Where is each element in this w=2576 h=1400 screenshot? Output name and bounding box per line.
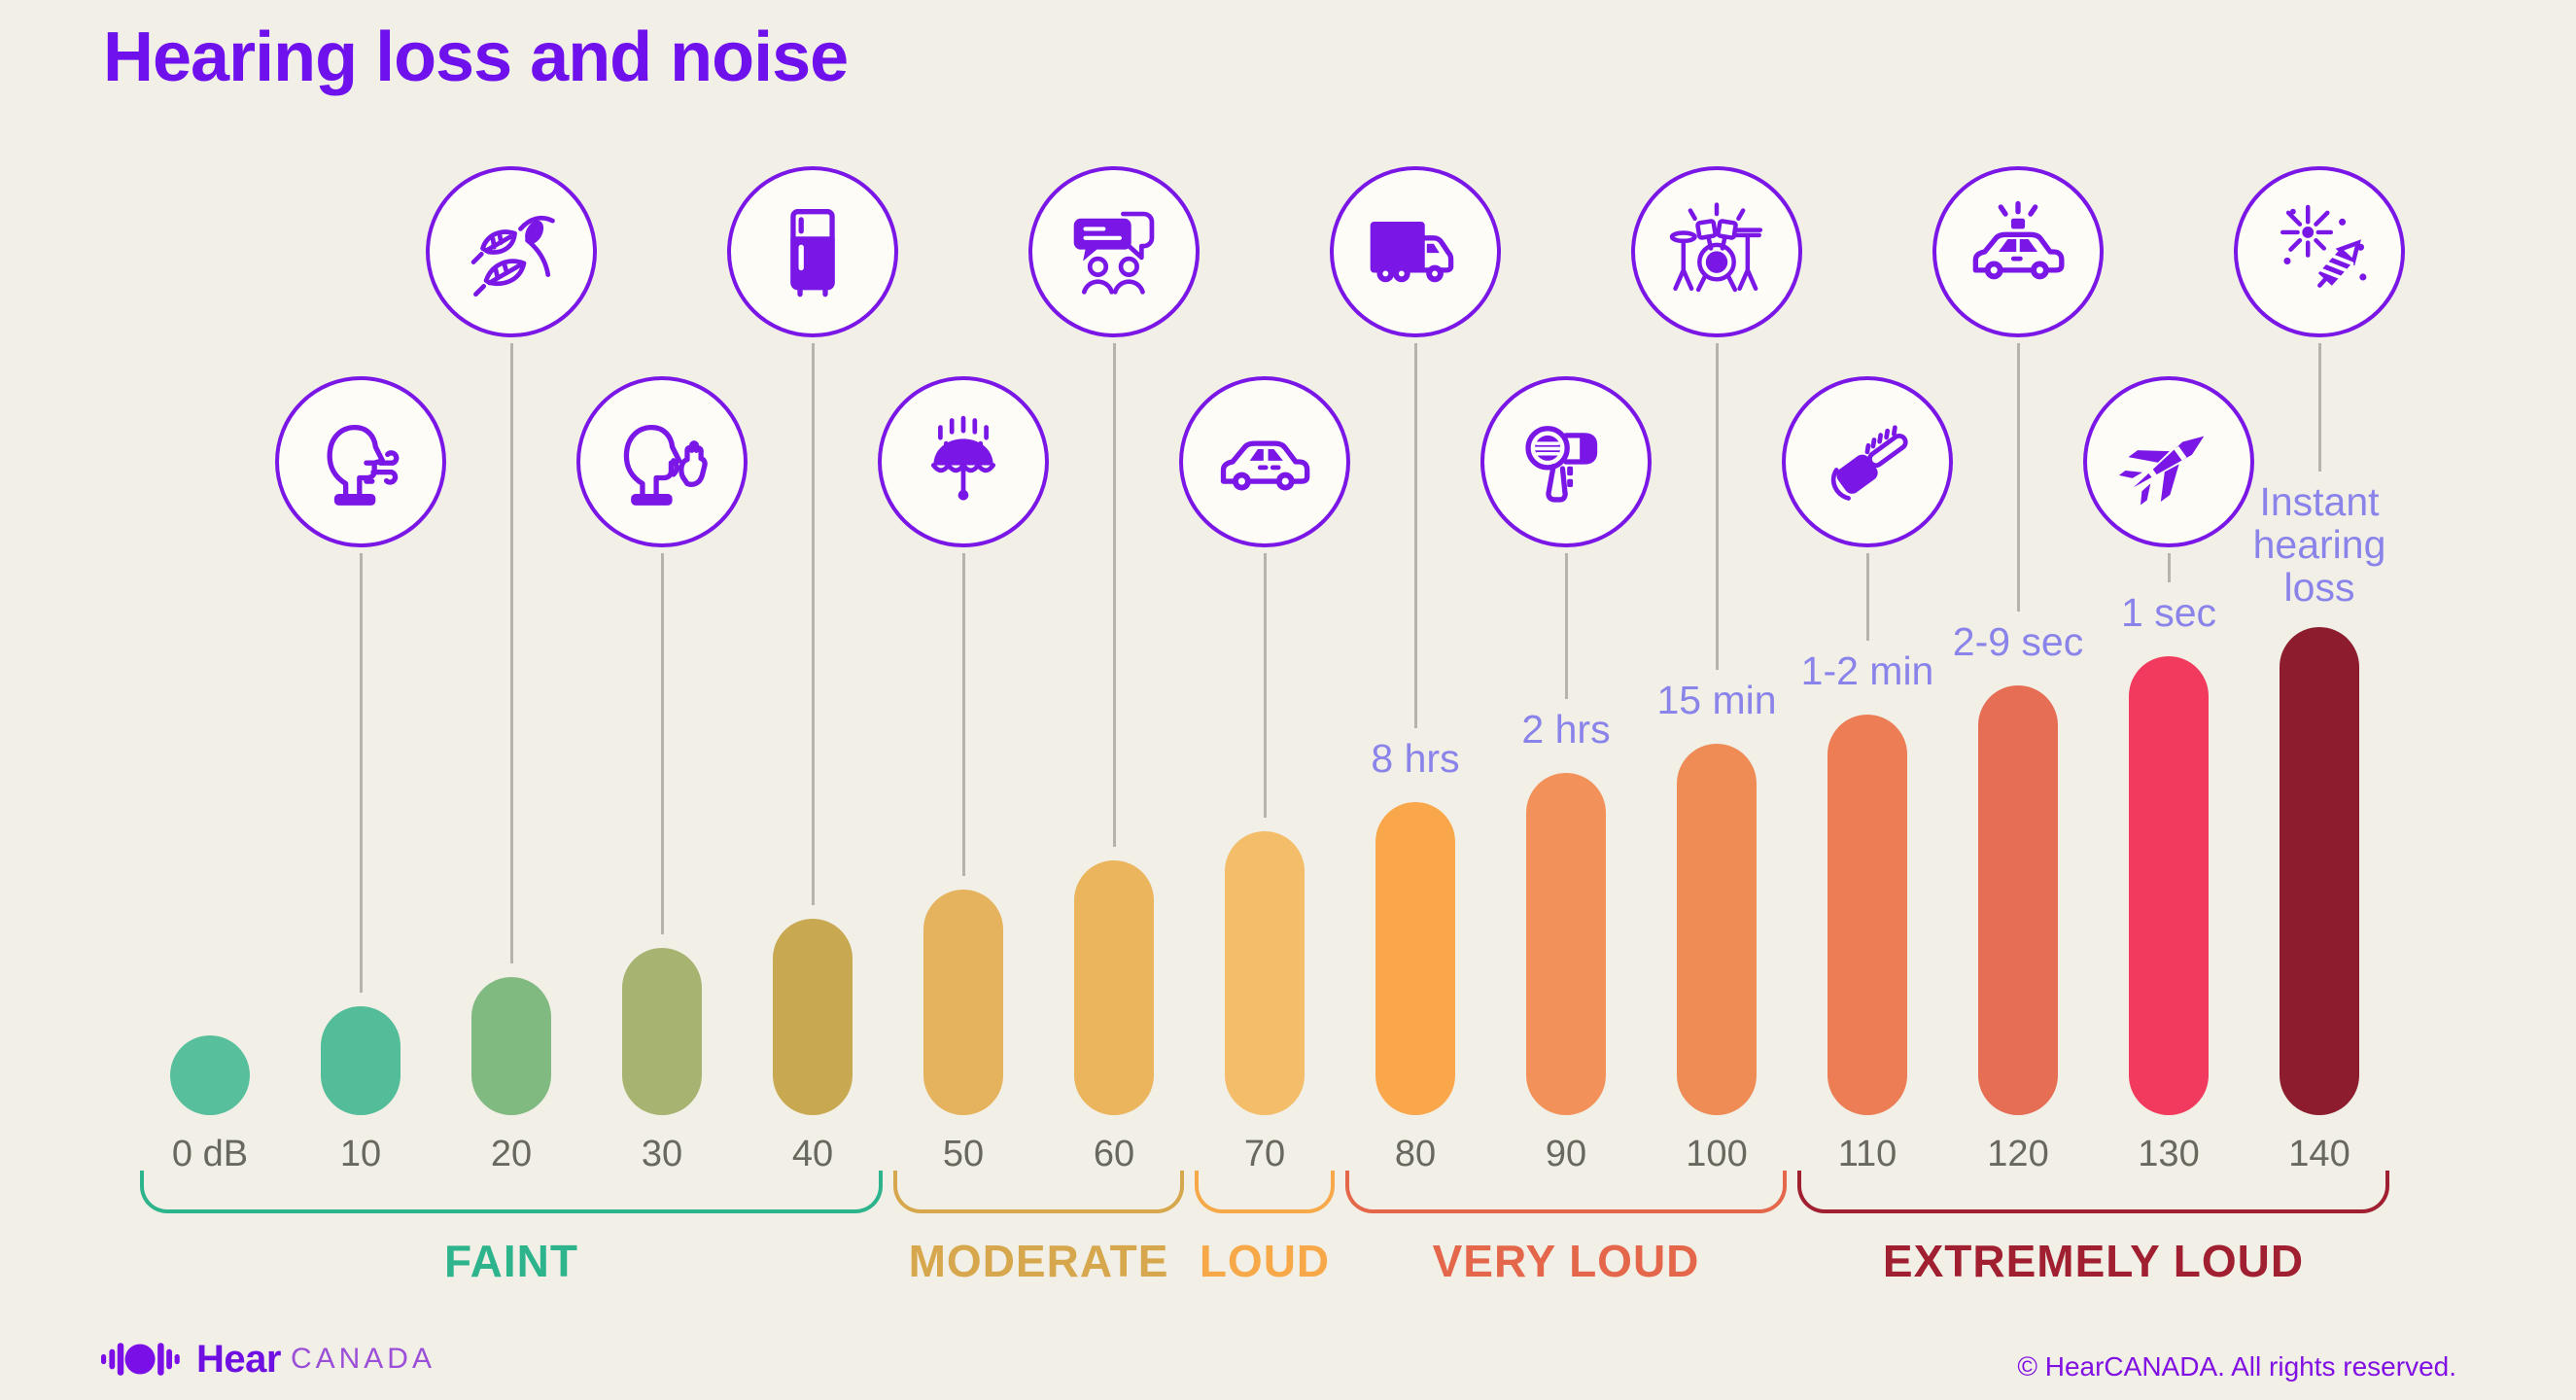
db-axis-label-100: 100 <box>1686 1134 1748 1174</box>
whispering-person-icon <box>623 424 708 506</box>
range-bracket-faint <box>140 1171 883 1213</box>
connector-line <box>1564 553 1568 699</box>
db-bar-70 <box>1225 831 1305 1115</box>
db-bar-80 <box>1375 802 1455 1115</box>
connector-line <box>2016 343 2020 612</box>
sound-source-badge-60 <box>1028 166 1200 337</box>
rainfall-umbrella-icon <box>930 415 996 501</box>
exposure-label-110: 1-2 min <box>1800 648 1934 693</box>
db-axis-label-110: 110 <box>1837 1134 1897 1174</box>
car-icon <box>1220 440 1310 491</box>
page-title: Hearing loss and noise <box>103 18 849 96</box>
sound-source-badge-100 <box>1631 166 1802 337</box>
connector-line <box>660 553 664 934</box>
db-bar-60 <box>1074 860 1154 1115</box>
sound-source-badge-10 <box>275 376 446 547</box>
sound-source-badge-20 <box>426 166 597 337</box>
refrigerator-icon <box>790 209 835 298</box>
db-axis-label-130: 130 <box>2138 1134 2200 1174</box>
db-bar-120 <box>1978 685 2058 1115</box>
chainsaw-icon <box>1830 425 1908 501</box>
db-axis-label-20: 20 <box>490 1134 533 1174</box>
db-bar-110 <box>1828 715 1907 1115</box>
db-axis-label-60: 60 <box>1093 1134 1135 1174</box>
connector-line <box>2167 553 2171 582</box>
range-label-faint: FAINT <box>444 1236 578 1286</box>
logo-text-hear: Hear <box>196 1337 281 1381</box>
db-bar-10 <box>321 1006 400 1115</box>
connector-line <box>1715 343 1719 670</box>
soundwave-icon <box>101 1343 180 1376</box>
breathing-person-icon <box>327 424 400 506</box>
db-bar-30 <box>622 948 702 1115</box>
drum-kit-icon <box>1669 202 1763 293</box>
db-axis-label-70: 70 <box>1243 1134 1286 1174</box>
exposure-label-100: 15 min <box>1656 678 1777 722</box>
range-bracket-very-loud <box>1345 1171 1787 1213</box>
db-bar-90 <box>1526 773 1606 1115</box>
rustling-leaves-icon <box>470 216 555 298</box>
sound-source-badge-30 <box>576 376 748 547</box>
range-bracket-loud <box>1195 1171 1335 1213</box>
range-label-extremely-loud: EXTREMELY LOUD <box>1882 1236 2305 1286</box>
db-axis-label-0: 0 dB <box>171 1134 249 1174</box>
exposure-label-130: 1 sec <box>2121 590 2216 635</box>
connector-line <box>1413 343 1417 728</box>
db-axis-label-80: 80 <box>1394 1134 1437 1174</box>
connector-line <box>1263 553 1267 818</box>
db-bar-20 <box>471 977 551 1115</box>
connector-line <box>811 343 815 905</box>
sound-source-badge-80 <box>1330 166 1501 337</box>
police-car-icon <box>1972 200 2065 280</box>
exposure-label-140: Instant hearing loss <box>2252 479 2386 610</box>
copyright-text: © HearCANADA. All rights reserved. <box>2017 1351 2456 1382</box>
range-label-loud: LOUD <box>1199 1236 1331 1286</box>
sound-source-badge-110 <box>1782 376 1953 547</box>
sound-source-badge-90 <box>1480 376 1652 547</box>
db-axis-label-50: 50 <box>942 1134 985 1174</box>
connector-line <box>1112 343 1116 847</box>
range-label-very-loud: VERY LOUD <box>1432 1236 1700 1286</box>
connector-line <box>2317 343 2321 472</box>
connector-line <box>961 553 965 876</box>
sound-source-badge-50 <box>878 376 1049 547</box>
db-axis-label-120: 120 <box>1987 1134 2049 1174</box>
conversation-icon <box>1073 211 1155 295</box>
exposure-label-120: 2-9 sec <box>1952 619 2084 664</box>
connector-line <box>1865 553 1869 641</box>
sound-source-badge-130 <box>2083 376 2254 547</box>
range-bracket-moderate <box>893 1171 1184 1213</box>
sound-source-badge-140 <box>2234 166 2405 337</box>
db-axis-label-90: 90 <box>1545 1134 1587 1174</box>
hair-dryer-icon <box>1525 426 1598 503</box>
fighter-jet-icon <box>2118 436 2205 506</box>
connector-line <box>509 343 513 963</box>
db-axis-label-140: 140 <box>2288 1134 2350 1174</box>
logo-text-canada: CANADA <box>290 1343 435 1375</box>
exposure-label-80: 8 hrs <box>1371 736 1460 781</box>
sound-source-badge-70 <box>1179 376 1350 547</box>
sound-source-badge-40 <box>727 166 898 337</box>
db-bar-140 <box>2280 627 2359 1115</box>
fireworks-icon <box>2280 204 2367 288</box>
db-bar-100 <box>1677 744 1757 1115</box>
range-bracket-extremely-loud <box>1797 1171 2389 1213</box>
exposure-label-90: 2 hrs <box>1521 707 1611 752</box>
connector-line <box>359 553 363 993</box>
db-bar-50 <box>923 890 1003 1115</box>
db-bar-40 <box>773 919 853 1115</box>
db-axis-label-40: 40 <box>791 1134 834 1174</box>
db-bar-0 <box>170 1035 250 1115</box>
hearcanada-logo: Hear CANADA <box>101 1334 435 1384</box>
range-label-moderate: MODERATE <box>908 1236 1169 1286</box>
db-axis-label-10: 10 <box>339 1134 382 1174</box>
db-axis-label-30: 30 <box>641 1134 683 1174</box>
db-bar-130 <box>2129 656 2209 1115</box>
sound-source-badge-120 <box>1932 166 2104 337</box>
truck-icon <box>1370 222 1454 283</box>
